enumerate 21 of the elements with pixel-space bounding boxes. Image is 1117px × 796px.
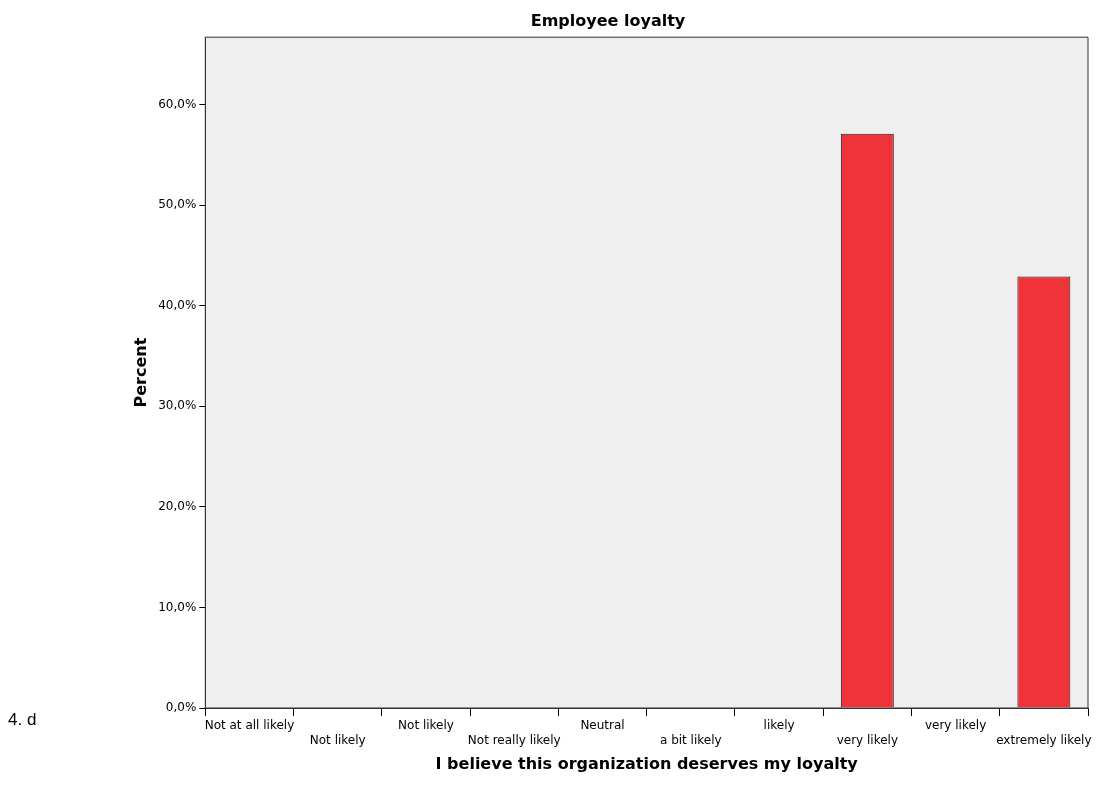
y-tick-label: 20,0% (158, 498, 197, 513)
x-tick-label: very likely (836, 732, 898, 747)
y-tick-label: 60,0% (158, 96, 197, 111)
x-tick-label: extremely likely (996, 732, 1092, 747)
x-tick-label: Not at all likely (204, 718, 295, 733)
x-tick-label: likely (763, 718, 795, 733)
y-axis-title: Percent (130, 337, 150, 408)
x-tick-label: very likely (924, 718, 987, 733)
chart-title: Employee loyalty (530, 10, 686, 30)
y-tick-label: 10,0% (158, 599, 197, 614)
x-tick-label: Not likely (309, 732, 366, 747)
x-tick-label: a bit likely (659, 732, 722, 747)
x-tick-label: Neutral (580, 718, 625, 733)
text: 4. d (8, 710, 37, 730)
x-tick-label: Not really likely (467, 732, 561, 747)
y-tick-label: 50,0% (158, 197, 197, 212)
y-tick-label: 30,0% (158, 398, 197, 413)
x-tick-label: Not likely (398, 718, 454, 733)
y-tick-label: 40,0% (158, 297, 197, 312)
y-tick-label: 0,0% (165, 700, 197, 715)
x-axis-title: I believe this organization deserves my loyalty (435, 753, 859, 773)
